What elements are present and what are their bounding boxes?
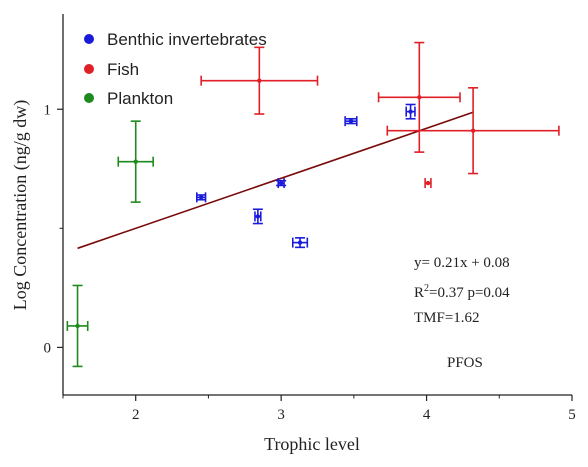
point-marker — [297, 240, 303, 245]
r-squared-p-value: R2=0.37 p=0.04 — [414, 283, 510, 301]
x-tick-label: 5 — [568, 407, 576, 423]
point-marker — [133, 159, 138, 164]
y-tick-label: 1 — [44, 102, 52, 118]
x-tick-label: 4 — [423, 407, 431, 423]
legend-marker-fish — [84, 64, 94, 74]
point-marker — [425, 180, 431, 186]
x-tick-label: 2 — [132, 407, 140, 423]
axis-ticks: 2 3 4 5 0 1 — [44, 102, 576, 423]
legend-marker-plankton — [84, 93, 94, 103]
data-point-benthic — [405, 103, 416, 120]
data-point-fish — [377, 41, 461, 153]
regression-stats: y= 0.21x + 0.08 R2=0.37 p=0.04 TMF=1.62 … — [414, 255, 510, 371]
regression-equation: y= 0.21x + 0.08 — [414, 255, 510, 271]
y-axis-title: Log Concentration (ng/g dw) — [10, 100, 31, 310]
regression-line — [77, 111, 474, 250]
legend-label-benthic: Benthic invertebrates — [107, 30, 267, 49]
point-marker — [408, 109, 413, 114]
compound-label: PFOS — [447, 355, 483, 371]
point-marker — [257, 78, 262, 83]
y-tick-label: 0 — [44, 340, 52, 356]
point-marker — [470, 128, 476, 133]
data-point-benthic — [344, 116, 358, 127]
legend-label-plankton: Plankton — [107, 89, 173, 108]
data-point-plankton — [117, 120, 154, 203]
data-point-benthic — [276, 178, 287, 189]
data-point-benthic — [291, 237, 309, 249]
data-point-plankton — [66, 284, 89, 368]
data-point-fish — [200, 46, 319, 115]
legend-marker-benthic — [84, 34, 94, 44]
data-point-benthic — [195, 192, 207, 203]
tmf-value: TMF=1.62 — [414, 310, 480, 326]
legend: Benthic invertebrates Fish Plankton — [84, 30, 267, 108]
data-point-fish — [386, 87, 560, 175]
point-marker — [75, 323, 80, 329]
x-axis-title: Trophic level — [264, 434, 360, 454]
legend-label-fish: Fish — [107, 60, 139, 79]
data-point-benthic — [252, 208, 263, 225]
x-tick-label: 3 — [277, 407, 285, 423]
data-point-fish — [424, 178, 432, 189]
point-marker — [278, 180, 284, 186]
chart-marks — [66, 41, 560, 368]
point-marker — [198, 195, 204, 200]
point-marker — [417, 95, 422, 100]
point-marker — [348, 118, 354, 124]
point-marker — [255, 214, 261, 219]
